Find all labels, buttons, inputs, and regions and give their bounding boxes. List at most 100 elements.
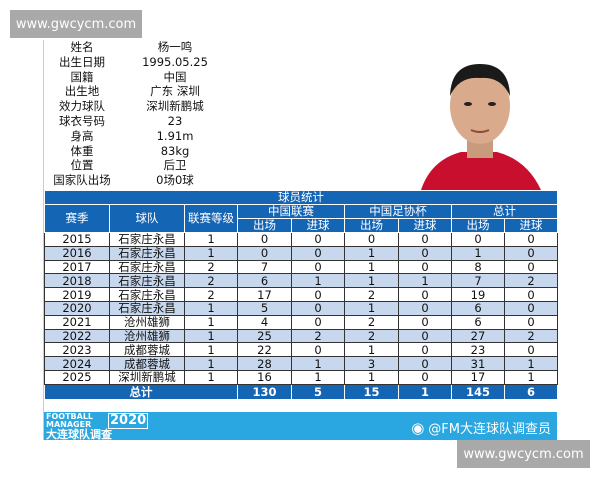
table-cell: 25 bbox=[237, 328, 292, 344]
profile-value: 中国 bbox=[163, 69, 187, 84]
table-cell: 2 bbox=[344, 314, 399, 330]
profile-value: 后卫 bbox=[163, 158, 187, 173]
table-cell: 2 bbox=[344, 328, 399, 344]
table-cell: 17 bbox=[237, 287, 292, 302]
table-cell: 27 bbox=[451, 328, 505, 344]
table-cell: 0 bbox=[398, 259, 452, 275]
table-cell: 1 bbox=[503, 356, 559, 371]
logo-text: 大连球队调查 bbox=[46, 428, 112, 441]
profile-label: 出生地 bbox=[64, 84, 100, 99]
table-cell: 0 bbox=[237, 245, 292, 261]
player-profile: 姓名 杨一鸣 出生日期 1995.05.25 国籍 中国 出生地 广东 深圳 效力球队 深圳新鹏城… bbox=[44, 40, 244, 188]
header-league: 中国联赛 bbox=[237, 204, 345, 219]
table-cell: 石家庄永昌 bbox=[109, 259, 185, 275]
table-cell: 2023 bbox=[44, 342, 110, 358]
weibo-handle: ◉ @FM大连球队调查员 bbox=[411, 418, 551, 438]
table-cell: 6 bbox=[451, 300, 505, 316]
table-cell: 0 bbox=[503, 342, 559, 358]
table-cell: 0 bbox=[291, 342, 345, 358]
table-cell: 0 bbox=[503, 245, 559, 261]
table-cell: 1 bbox=[291, 356, 345, 371]
header-apps: 出场 bbox=[237, 218, 292, 233]
table-cell: 3 bbox=[344, 356, 399, 371]
profile-value: 1.91m bbox=[156, 128, 194, 143]
profile-value: 杨一鸣 bbox=[157, 40, 193, 54]
profile-label: 球衣号码 bbox=[59, 113, 105, 128]
table-cell: 0 bbox=[291, 259, 345, 275]
logo-text: MANAGER bbox=[46, 420, 92, 429]
weibo-text: @FM大连球队调查员 bbox=[428, 422, 551, 437]
profile-value: 23 bbox=[167, 113, 183, 128]
profile-row: 国籍 中国 bbox=[44, 70, 244, 85]
table-cell: 0 bbox=[503, 300, 559, 316]
table-cell: 16 bbox=[237, 369, 292, 385]
table-cell: 1 bbox=[503, 369, 559, 385]
table-cell: 1 bbox=[344, 300, 399, 316]
table-cell: 2 bbox=[184, 273, 238, 289]
table-cell: 2018 bbox=[44, 273, 110, 289]
table-cell: 0 bbox=[398, 287, 452, 302]
profile-row: 效力球队 深圳新鹏城 bbox=[44, 99, 244, 114]
table-cell: 0 bbox=[503, 314, 559, 330]
table-cell: 0 bbox=[291, 245, 345, 261]
table-cell: 0 bbox=[398, 356, 452, 371]
table-cell: 0 bbox=[398, 369, 452, 385]
profile-value: 0场0球 bbox=[156, 173, 194, 188]
table-cell: 1 bbox=[184, 245, 238, 261]
total-cell: 130 bbox=[237, 383, 292, 400]
total-label: 总计 bbox=[44, 383, 238, 400]
profile-label: 效力球队 bbox=[59, 99, 105, 114]
table-cell: 1 bbox=[344, 342, 399, 358]
profile-value: 广东 深圳 bbox=[150, 84, 200, 99]
table-cell: 0 bbox=[291, 287, 345, 302]
table-cell: 石家庄永昌 bbox=[109, 287, 185, 302]
table-cell: 6 bbox=[451, 314, 505, 330]
table-cell: 1 bbox=[344, 273, 399, 289]
table-cell: 2025 bbox=[44, 369, 110, 385]
table-cell: 2 bbox=[291, 328, 345, 344]
header-apps: 出场 bbox=[344, 218, 399, 233]
header-cup: 中国足协杯 bbox=[344, 204, 452, 219]
header-goals: 进球 bbox=[398, 218, 452, 233]
table-cell: 1 bbox=[184, 300, 238, 316]
profile-row: 出生地 广东 深圳 bbox=[44, 84, 244, 99]
table-cell: 0 bbox=[503, 287, 559, 302]
table-cell: 1 bbox=[291, 369, 345, 385]
profile-value: 83kg bbox=[160, 143, 190, 158]
table-cell: 5 bbox=[237, 300, 292, 316]
profile-row: 位置 后卫 bbox=[44, 158, 244, 173]
table-cell: 1 bbox=[184, 356, 238, 371]
header-goals: 进球 bbox=[503, 218, 559, 233]
table-cell: 2 bbox=[503, 328, 559, 344]
total-row: 总计 130 5 15 1 145 6 bbox=[44, 383, 559, 400]
profile-label: 身高 bbox=[70, 128, 94, 143]
table-cell: 0 bbox=[398, 300, 452, 316]
player-photo bbox=[401, 40, 557, 190]
profile-label: 姓名 bbox=[70, 40, 94, 54]
profile-label: 位置 bbox=[70, 158, 94, 173]
table-row: 2024 成都蓉城 1 28 1 3 0 31 1 bbox=[44, 356, 559, 371]
table-cell: 23 bbox=[451, 342, 505, 358]
table-cell: 1 bbox=[344, 369, 399, 385]
table-cell: 1 bbox=[344, 245, 399, 261]
table-cell: 0 bbox=[503, 259, 559, 275]
table-row: 2023 成都蓉城 1 22 0 1 0 23 0 bbox=[44, 342, 559, 358]
stats-table: 球员统计 赛季 球队 联赛等级 中国联赛 中国足协杯 总计 出场 进球 出场 进… bbox=[43, 190, 559, 400]
table-cell: 0 bbox=[344, 232, 399, 247]
table-cell: 1 bbox=[398, 273, 452, 289]
table-cell: 2 bbox=[184, 287, 238, 302]
table-cell: 1 bbox=[184, 369, 238, 385]
table-cell: 7 bbox=[237, 259, 292, 275]
table-cell: 0 bbox=[451, 232, 505, 247]
table-cell: 22 bbox=[237, 342, 292, 358]
table-row: 2022 沧州雄狮 1 25 2 2 0 27 2 bbox=[44, 328, 559, 344]
table-row: 2015 石家庄永昌 1 0 0 0 0 0 0 bbox=[44, 232, 559, 247]
table-cell: 8 bbox=[451, 259, 505, 275]
table-cell: 0 bbox=[398, 342, 452, 358]
total-cell: 1 bbox=[398, 383, 452, 400]
table-cell: 成都蓉城 bbox=[109, 342, 185, 358]
table-cell: 2024 bbox=[44, 356, 110, 371]
profile-row: 体重 83kg bbox=[44, 144, 244, 159]
table-row: 2021 沧州雄狮 1 4 0 2 0 6 0 bbox=[44, 314, 559, 330]
table-cell: 17 bbox=[451, 369, 505, 385]
